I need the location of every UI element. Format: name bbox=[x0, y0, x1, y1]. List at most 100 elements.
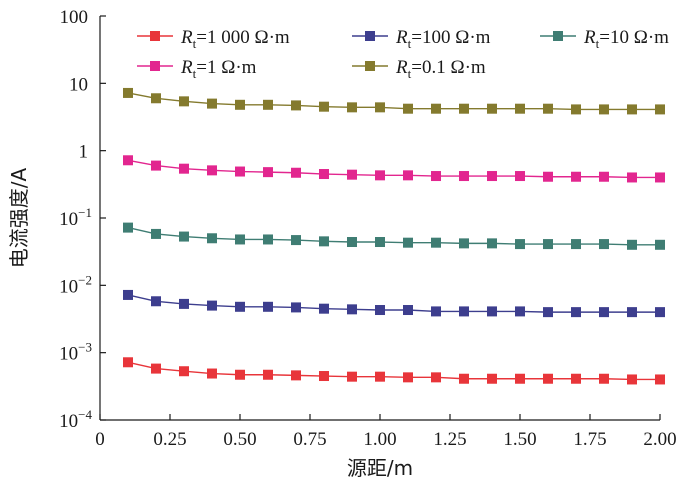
data-point bbox=[235, 99, 245, 110]
y-tick-label: 10−1 bbox=[59, 205, 92, 230]
data-point bbox=[123, 357, 133, 368]
legend-label: Rt=100 Ω·m bbox=[395, 27, 491, 51]
data-point bbox=[319, 303, 329, 314]
y-tick-label: 10−2 bbox=[59, 272, 92, 297]
legend-marker bbox=[553, 31, 563, 41]
legend-entry: Rt=0.1 Ω·m bbox=[352, 57, 486, 81]
y-axis-ticks: 100 10 1 10−1 10−2 10−3 10−4 bbox=[59, 7, 106, 432]
data-point bbox=[403, 372, 413, 383]
x-tick-label: 1.50 bbox=[503, 429, 536, 450]
x-tick-label: 1.75 bbox=[573, 429, 606, 450]
data-point bbox=[291, 235, 301, 246]
x-tick-label: 2.00 bbox=[643, 429, 676, 450]
data-point bbox=[235, 369, 245, 380]
legend-marker bbox=[365, 61, 375, 71]
data-point bbox=[515, 373, 525, 384]
data-point bbox=[179, 96, 189, 107]
data-point bbox=[123, 289, 133, 300]
x-tick-label: 0.75 bbox=[293, 429, 326, 450]
series-2 bbox=[123, 222, 665, 250]
data-point bbox=[571, 171, 581, 182]
data-point bbox=[459, 238, 469, 249]
data-point bbox=[543, 103, 553, 114]
data-point bbox=[123, 155, 133, 166]
data-point bbox=[263, 234, 273, 245]
data-point bbox=[431, 237, 441, 248]
data-point bbox=[599, 307, 609, 318]
legend-label: Rt=1 000 Ω·m bbox=[180, 27, 290, 51]
data-point bbox=[319, 236, 329, 247]
data-point bbox=[627, 172, 637, 183]
data-point bbox=[655, 307, 665, 318]
data-point bbox=[599, 239, 609, 250]
data-point bbox=[375, 371, 385, 382]
data-point bbox=[655, 172, 665, 183]
data-point bbox=[375, 102, 385, 113]
data-point bbox=[123, 87, 133, 98]
legend-entry: Rt=1 000 Ω·m bbox=[137, 27, 290, 51]
y-tick-label: 100 bbox=[60, 7, 89, 28]
data-point bbox=[431, 171, 441, 182]
data-point bbox=[515, 171, 525, 182]
data-point bbox=[319, 371, 329, 382]
data-point bbox=[235, 234, 245, 245]
data-point bbox=[151, 160, 161, 171]
x-tick-label: 0 bbox=[95, 429, 105, 450]
data-point bbox=[655, 239, 665, 250]
data-point bbox=[487, 103, 497, 114]
data-point bbox=[207, 98, 217, 109]
data-point bbox=[319, 169, 329, 180]
data-point bbox=[263, 369, 273, 380]
legend-entry: Rt=100 Ω·m bbox=[352, 27, 491, 51]
data-point bbox=[123, 222, 133, 233]
y-axis-title: 电流强度/A bbox=[7, 167, 31, 268]
data-point bbox=[599, 373, 609, 384]
data-point bbox=[151, 363, 161, 374]
data-point bbox=[627, 307, 637, 318]
data-point bbox=[291, 100, 301, 111]
data-point bbox=[263, 99, 273, 110]
data-point bbox=[291, 302, 301, 313]
data-point bbox=[151, 296, 161, 307]
data-point bbox=[179, 163, 189, 174]
data-point bbox=[235, 301, 245, 312]
data-point bbox=[207, 165, 217, 176]
x-tick-label: 0.50 bbox=[223, 429, 256, 450]
series-1 bbox=[123, 289, 665, 318]
data-point bbox=[431, 103, 441, 114]
y-tick-label: 10 bbox=[69, 74, 88, 95]
data-point bbox=[151, 93, 161, 104]
data-point bbox=[655, 374, 665, 385]
data-point bbox=[207, 368, 217, 379]
x-axis-ticks: 0 0.25 0.50 0.75 1.00 1.25 1.50 1.75 2.00 bbox=[95, 414, 677, 450]
data-point bbox=[403, 237, 413, 248]
data-point bbox=[515, 239, 525, 250]
data-point bbox=[375, 305, 385, 316]
data-point bbox=[459, 306, 469, 317]
data-point bbox=[571, 307, 581, 318]
data-point bbox=[347, 237, 357, 248]
series-3 bbox=[123, 155, 665, 183]
data-point bbox=[375, 170, 385, 181]
data-point bbox=[431, 306, 441, 317]
data-point bbox=[403, 170, 413, 181]
data-point bbox=[515, 306, 525, 317]
data-point bbox=[487, 373, 497, 384]
data-point bbox=[179, 298, 189, 309]
y-tick-label: 10−4 bbox=[59, 407, 92, 432]
x-tick-label: 1.25 bbox=[433, 429, 466, 450]
data-point bbox=[235, 166, 245, 177]
data-point bbox=[375, 237, 385, 248]
data-point bbox=[263, 301, 273, 312]
data-point bbox=[207, 233, 217, 244]
data-point bbox=[459, 171, 469, 182]
data-point bbox=[347, 371, 357, 382]
data-point bbox=[543, 373, 553, 384]
series-layer bbox=[123, 87, 665, 385]
series-0 bbox=[123, 357, 665, 385]
data-point bbox=[291, 167, 301, 178]
legend-label: Rt=1 Ω·m bbox=[180, 57, 257, 81]
data-point bbox=[487, 238, 497, 249]
data-point bbox=[627, 104, 637, 115]
